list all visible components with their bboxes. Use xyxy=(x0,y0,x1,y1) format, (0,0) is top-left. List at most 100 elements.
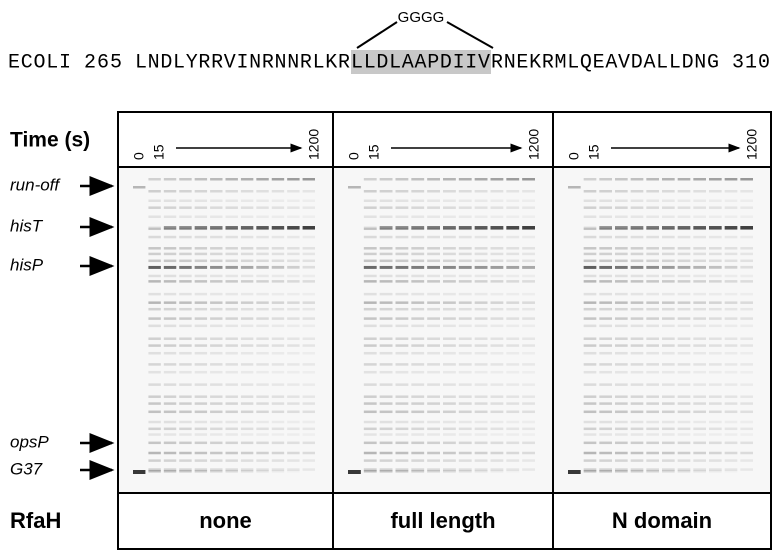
gel-band xyxy=(615,252,628,256)
gel-band xyxy=(615,178,628,181)
gel-band xyxy=(630,301,644,304)
gel-band xyxy=(225,252,238,256)
gel-band xyxy=(740,199,753,202)
gel-band xyxy=(583,370,597,374)
gel-band xyxy=(194,433,208,436)
gel-band xyxy=(522,206,535,209)
gel-band xyxy=(379,247,393,250)
gel-band xyxy=(363,337,377,340)
gel-band xyxy=(740,252,753,256)
gel-band xyxy=(709,363,722,366)
gel-band xyxy=(709,235,722,239)
gel-band xyxy=(427,307,440,311)
gel-band xyxy=(474,215,488,218)
gel-band xyxy=(693,265,706,269)
gel-band xyxy=(363,427,377,431)
gel-band xyxy=(271,227,285,231)
gel-band xyxy=(395,265,409,269)
gel-band xyxy=(474,226,488,230)
gel-band xyxy=(662,427,675,431)
gel-band xyxy=(271,363,285,366)
gel-band xyxy=(474,252,488,256)
gel-band xyxy=(615,344,628,347)
gel-band xyxy=(458,235,472,239)
gel-band xyxy=(395,226,409,230)
gel-band xyxy=(662,441,675,445)
gel-band xyxy=(179,363,192,366)
gel-band xyxy=(724,433,738,436)
gel-band xyxy=(522,215,535,218)
gel-band xyxy=(194,317,208,320)
gel-band xyxy=(506,383,520,386)
gel-band xyxy=(693,317,706,320)
gel-band xyxy=(443,468,456,471)
gel-band xyxy=(411,370,425,374)
gel-band xyxy=(599,259,612,263)
gel-band xyxy=(163,459,177,462)
gel-band xyxy=(506,317,520,320)
gel-band xyxy=(522,235,535,239)
gel-band xyxy=(148,410,161,414)
gel-band xyxy=(379,199,393,202)
gel-band xyxy=(693,226,706,230)
gel-band xyxy=(474,307,488,311)
gel-band xyxy=(256,317,269,320)
gel-band xyxy=(225,470,238,473)
gel-band xyxy=(240,280,254,283)
gel-band xyxy=(163,468,177,471)
gel-band xyxy=(240,252,254,256)
gel-band xyxy=(490,266,504,269)
gel-band xyxy=(599,351,612,355)
gel-band xyxy=(148,199,161,202)
gel-band xyxy=(363,317,377,320)
gel-band xyxy=(411,252,425,256)
gel-band xyxy=(724,344,738,347)
gel-band xyxy=(490,395,504,398)
gel-band xyxy=(522,395,535,398)
gel-band xyxy=(148,427,161,431)
gel-band xyxy=(210,215,223,218)
gel-band xyxy=(395,441,409,445)
gel-band xyxy=(256,274,269,278)
gel-band xyxy=(490,199,504,202)
gel-band xyxy=(179,420,192,424)
gel-band xyxy=(395,363,409,366)
gel-band xyxy=(724,307,738,311)
gel-band xyxy=(411,292,425,296)
gel-band xyxy=(490,441,504,445)
gel-band xyxy=(615,433,628,436)
gel-band xyxy=(210,252,223,256)
gel-band xyxy=(148,363,161,366)
gel-band xyxy=(240,215,254,218)
gel-background xyxy=(119,168,332,492)
gel-band xyxy=(709,383,722,386)
gel-band xyxy=(256,259,269,263)
gel-band xyxy=(225,292,238,296)
gel-band xyxy=(411,433,425,436)
gel-band xyxy=(148,226,161,230)
gel-band xyxy=(615,199,628,202)
organism: ECOLI xyxy=(8,51,71,74)
gel-band xyxy=(630,370,644,374)
gel-band xyxy=(662,307,675,311)
gel-band xyxy=(677,190,691,193)
gel-band xyxy=(599,337,612,340)
gel-band xyxy=(427,383,440,386)
gel-band xyxy=(194,395,208,398)
gel-band xyxy=(302,402,315,405)
gel-band xyxy=(490,459,504,462)
gel-band xyxy=(148,247,161,250)
gel-band xyxy=(630,351,644,355)
gel-band xyxy=(522,190,535,193)
gel-band xyxy=(630,259,644,263)
gel-band xyxy=(287,206,300,209)
gel-band xyxy=(148,351,161,355)
gel-band xyxy=(210,420,223,424)
gel-band xyxy=(240,324,254,328)
gel-band xyxy=(474,427,488,431)
gel-band xyxy=(443,292,456,296)
time-tick: 0 xyxy=(131,152,147,160)
gel-band xyxy=(724,199,738,202)
gel-band xyxy=(506,301,520,304)
